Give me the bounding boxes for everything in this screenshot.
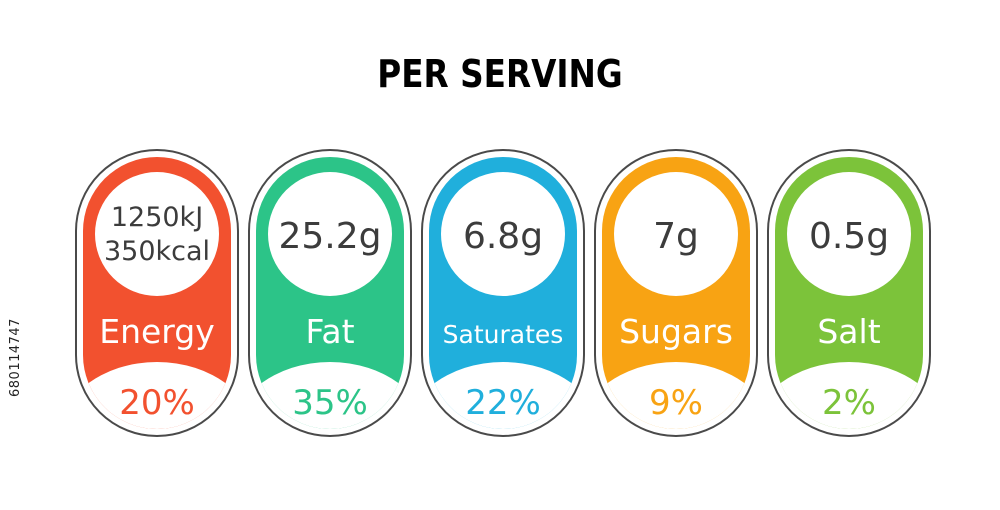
label-saturates: 6.8g Saturates 22% bbox=[421, 149, 585, 437]
value-circle bbox=[268, 172, 392, 296]
nutrient-name: Salt bbox=[817, 312, 880, 351]
percent-text: 35% bbox=[292, 383, 368, 423]
nutrient-name: Energy bbox=[99, 312, 215, 351]
percent-area bbox=[256, 362, 404, 429]
percent-area bbox=[429, 362, 577, 429]
percent-text: 9% bbox=[649, 383, 703, 423]
percent-text: 2% bbox=[822, 383, 876, 423]
label-salt: 0.5g Salt 2% bbox=[767, 149, 931, 437]
value-text-line: 1250kJ bbox=[111, 202, 203, 233]
percent-area bbox=[602, 362, 750, 429]
value-text: 25.2g bbox=[278, 216, 381, 257]
label-fat: 25.2g Fat 35% bbox=[248, 149, 412, 437]
value-text: 7g bbox=[653, 216, 699, 257]
nutrient-name: Saturates bbox=[443, 320, 564, 349]
value-circle bbox=[787, 172, 911, 296]
percent-text: 20% bbox=[119, 383, 195, 423]
value-circle bbox=[614, 172, 738, 296]
nutrient-name: Sugars bbox=[619, 312, 733, 351]
value-text-line: 350kcal bbox=[104, 236, 210, 267]
value-circle bbox=[95, 172, 219, 296]
page-title: PER SERVING bbox=[377, 52, 623, 96]
value-text: 6.8g bbox=[463, 216, 543, 257]
value-text: 0.5g bbox=[809, 216, 889, 257]
percent-text: 22% bbox=[465, 383, 541, 423]
value-circle bbox=[441, 172, 565, 296]
nutrient-name: Fat bbox=[305, 312, 354, 351]
percent-area bbox=[83, 362, 231, 429]
label-sugars: 7g Sugars 9% bbox=[594, 149, 758, 437]
stock-id: 680114747 bbox=[8, 318, 23, 398]
percent-area bbox=[775, 362, 923, 429]
